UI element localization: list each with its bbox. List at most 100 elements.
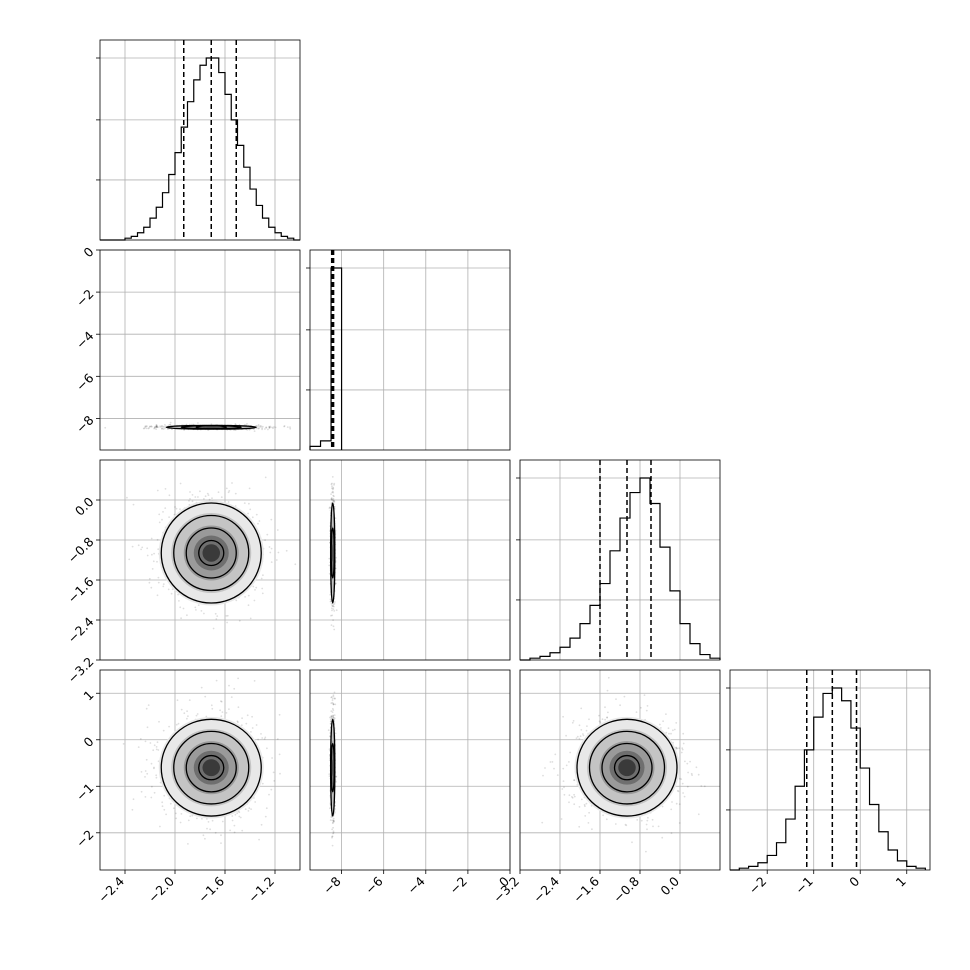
pair-2-0-sample bbox=[204, 495, 207, 498]
pair-1-0-content bbox=[104, 421, 292, 432]
pair-2-0-sample bbox=[132, 503, 135, 506]
pair-2-1-sample bbox=[332, 608, 335, 610]
pair-1-0-sample bbox=[169, 421, 172, 424]
pair-2-1-sample bbox=[329, 600, 332, 603]
pair-1-0-sample bbox=[145, 425, 148, 428]
pair-2-0-sample bbox=[189, 498, 191, 500]
pair-1-0-density-4 bbox=[202, 426, 220, 428]
pair-1-0-sample bbox=[265, 426, 268, 429]
pair-3-0-sample bbox=[261, 782, 264, 785]
pair-3-0-sample bbox=[144, 796, 147, 798]
pair-3-2-sample bbox=[580, 798, 583, 801]
pair-2-1-sample bbox=[332, 491, 335, 494]
pair-1-0-sample bbox=[289, 426, 291, 428]
pair-2-0-sample bbox=[162, 585, 165, 588]
pair-3-1-sample bbox=[332, 831, 335, 834]
pair-2-1-sample bbox=[334, 517, 337, 520]
pair-3-2-sample bbox=[568, 794, 571, 797]
pair-1-0-sample bbox=[283, 425, 286, 427]
pair-2-0-sample bbox=[260, 577, 263, 580]
pair-2-1-sample bbox=[331, 488, 334, 491]
pair-3-2-sample bbox=[544, 767, 546, 769]
pair-3-0-sample bbox=[254, 801, 257, 803]
pair-3-0-sample bbox=[238, 815, 241, 818]
pair-2-1-sample bbox=[331, 607, 333, 610]
pair-2-0-sample bbox=[247, 594, 250, 597]
pair-3-0-sample bbox=[264, 736, 267, 739]
pair-3-0-sample bbox=[191, 814, 194, 817]
pair-2-1-sample bbox=[329, 593, 332, 596]
pair-3-0-sample bbox=[140, 771, 143, 773]
pair-2-0-sample bbox=[247, 604, 250, 607]
pair-2-0-sample bbox=[234, 492, 237, 495]
pair-3-0-sample bbox=[183, 712, 186, 715]
pair-3-0-sample bbox=[196, 713, 199, 715]
pair-2-0-sample bbox=[168, 494, 171, 497]
pair-2-0-sample bbox=[164, 507, 167, 509]
pair-3-2-sample bbox=[660, 727, 662, 729]
pair-3-1-sample bbox=[331, 701, 334, 704]
pair-2-0-sample bbox=[140, 548, 143, 551]
pair-3-0-sample bbox=[278, 753, 281, 756]
pair-3-0-sample bbox=[155, 774, 158, 777]
pair-3-1-sample bbox=[330, 696, 333, 698]
pair-2-0-sample bbox=[150, 537, 153, 540]
pair-3-1-sample bbox=[330, 710, 333, 712]
pair-3-0-sample bbox=[204, 837, 206, 840]
pair-2-0-sample bbox=[179, 606, 182, 609]
pair-3-0-sample bbox=[140, 790, 143, 793]
pair-2-1-sample bbox=[331, 609, 333, 612]
pair-3-0-sample bbox=[161, 801, 164, 804]
pair-3-0-sample bbox=[220, 715, 223, 718]
pair-3-0-sample bbox=[270, 788, 273, 791]
pair-1-0-sample bbox=[147, 427, 150, 430]
pair-2-1-sample bbox=[332, 486, 335, 489]
pair-1-0-sample bbox=[261, 428, 263, 431]
pair-3-1-sample bbox=[331, 835, 333, 838]
pair-3-2-sample bbox=[586, 725, 588, 727]
pair-3-2-sample bbox=[572, 720, 575, 722]
pair-1-0-sample bbox=[145, 427, 148, 430]
pair-3-1-content bbox=[327, 691, 338, 847]
pair-3-0-sample bbox=[241, 717, 244, 720]
pair-3-0-sample bbox=[253, 680, 256, 682]
pair-1-0-sample bbox=[155, 425, 158, 428]
pair-1-0-sample bbox=[234, 423, 237, 425]
pair-2-0-sample bbox=[226, 621, 229, 624]
pair-2-0-sample bbox=[257, 522, 259, 525]
pair-3-0-sample bbox=[250, 808, 253, 810]
pair-2-0-sample bbox=[141, 546, 144, 549]
pair-1-0-sample bbox=[162, 428, 165, 430]
pair-1-0-sample bbox=[144, 426, 147, 429]
pair-3-2-sample bbox=[646, 819, 649, 822]
pair-1-0-sample bbox=[169, 423, 171, 426]
pair-3-2-sample bbox=[604, 706, 606, 709]
pair-3-0-sample bbox=[155, 748, 158, 751]
pair-3-1-sample bbox=[329, 819, 332, 821]
pair-3-0-sample bbox=[207, 821, 210, 823]
pair-3-2-sample bbox=[606, 716, 608, 719]
pair-3-2-sample bbox=[670, 732, 672, 735]
pair-2-0-sample bbox=[195, 609, 197, 611]
pair-2-0-contour-3 bbox=[160, 502, 262, 604]
pair-3-0-sample bbox=[219, 709, 222, 712]
pair-3-0-sample bbox=[153, 766, 155, 769]
pair-3-0-sample bbox=[220, 834, 222, 837]
pair-3-2-sample bbox=[562, 715, 564, 718]
pair-3-2-sample bbox=[675, 722, 678, 724]
pair-1-0-sample bbox=[153, 426, 156, 429]
pair-2-0-sample bbox=[128, 558, 131, 561]
pair-3-0-sample bbox=[271, 757, 273, 759]
pair-2-1-sample bbox=[331, 482, 333, 485]
pair-1-0-sample bbox=[272, 427, 274, 430]
pair-3-0-sample bbox=[251, 727, 254, 729]
pair-3-1-sample bbox=[335, 775, 337, 778]
pair-3-0-sample bbox=[278, 713, 281, 716]
pair-3-1-sample bbox=[329, 716, 331, 719]
pair-2-1-sample bbox=[330, 624, 333, 626]
pair-1-0-sample bbox=[154, 425, 156, 428]
pair-3-2-sample bbox=[661, 836, 664, 839]
pair-2-0-sample bbox=[216, 615, 219, 617]
pair-3-1-sample bbox=[329, 807, 331, 810]
